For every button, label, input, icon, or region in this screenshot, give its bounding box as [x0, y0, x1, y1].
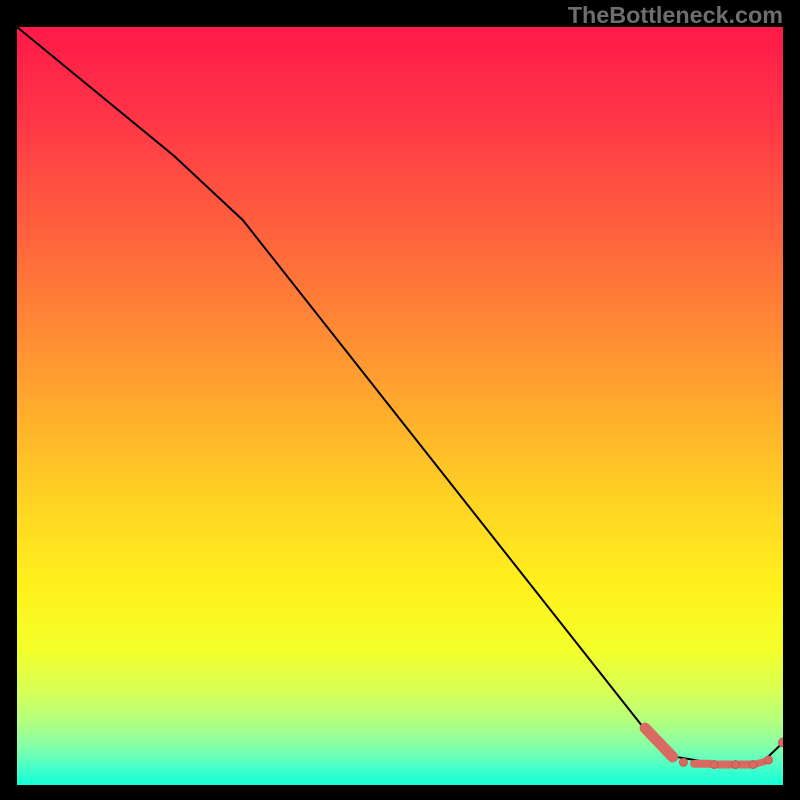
plot-inner: [17, 27, 783, 785]
band-dot: [749, 761, 757, 769]
plot-frame: [17, 27, 783, 785]
band-dot: [764, 756, 772, 764]
curve-line: [17, 27, 783, 765]
band-dot: [779, 738, 784, 747]
stage: { "canvas": { "width_px": 800, "height_p…: [0, 0, 800, 800]
band-dot: [732, 761, 740, 769]
band-dot: [710, 761, 718, 769]
band-segment: [757, 762, 765, 764]
band-segment: [645, 728, 673, 757]
chart-overlay: [17, 27, 783, 785]
watermark-label: TheBottleneck.com: [568, 2, 783, 29]
band-dot: [679, 758, 687, 766]
